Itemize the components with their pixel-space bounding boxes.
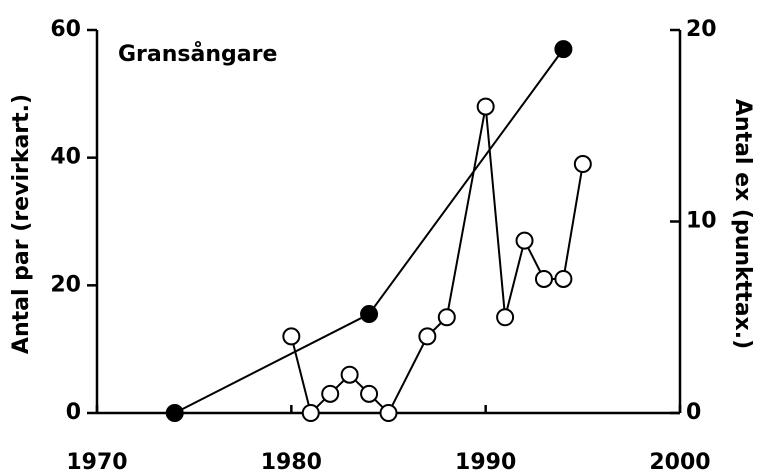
y-tick-label: 0: [66, 400, 81, 425]
point: [379, 404, 398, 422]
point: [321, 384, 340, 403]
point: [534, 269, 553, 288]
point: [554, 269, 573, 288]
point: [554, 40, 573, 59]
point: [282, 327, 301, 346]
point: [301, 404, 320, 422]
series-line: [174, 48, 565, 414]
point: [340, 365, 359, 384]
y-axis-label: Antal par (revirkart.): [9, 94, 34, 354]
x-tick-label: 2000: [649, 450, 710, 473]
x-tick-label: 1990: [455, 450, 516, 473]
point: [165, 404, 184, 422]
y-tick-label: 40: [50, 145, 81, 170]
y2-tick-label: 20: [686, 17, 717, 42]
y2-tick-label: 0: [686, 400, 701, 425]
point: [515, 231, 534, 250]
chart-title: Gransångare: [118, 41, 277, 67]
point: [418, 327, 437, 346]
point: [476, 97, 495, 116]
point: [573, 155, 592, 174]
x-tick-label: 1980: [261, 450, 322, 473]
y2-tick-label: 10: [686, 209, 717, 234]
point: [360, 305, 379, 324]
point: [360, 384, 379, 403]
series-line: [290, 106, 584, 415]
point: [437, 308, 456, 327]
x-tick-label: 1970: [66, 450, 127, 473]
y-tick-label: 20: [50, 272, 81, 297]
point: [496, 308, 515, 327]
y2-axis-label: Antal ex (punkttax.): [730, 99, 755, 349]
y-tick-label: 60: [50, 17, 81, 42]
